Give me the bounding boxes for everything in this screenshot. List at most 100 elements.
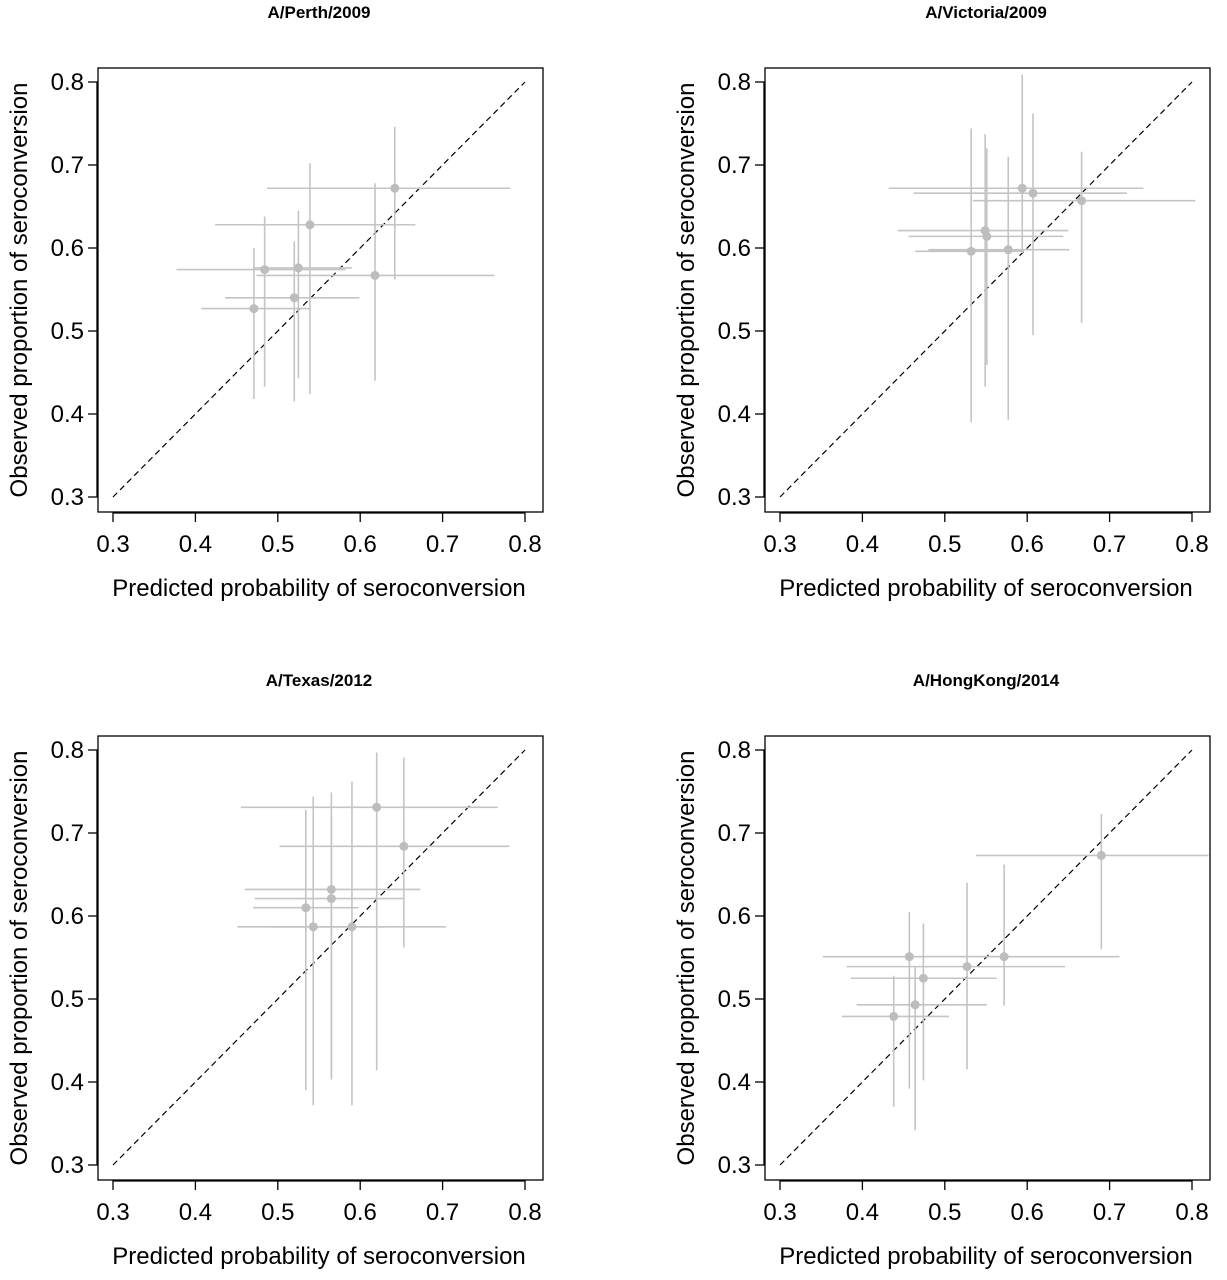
y-tick-label: 0.8	[51, 737, 84, 764]
axis-ticks: 0.3 0.4 0.5 0.6 0.7 0.8 0.3 0.4 0.5 0.6 0.7 0.8	[51, 69, 542, 558]
data-point	[966, 246, 976, 256]
panel-title: A/Perth/2009	[268, 3, 371, 22]
y-tick-label: 0.8	[718, 69, 751, 96]
x-axis-label: Predicted probability of seroconversion	[779, 575, 1193, 602]
data-point	[347, 922, 357, 932]
y-tick-label: 0.4	[51, 1069, 84, 1096]
y-tick-label: 0.5	[51, 318, 84, 345]
x-tick-label: 0.3	[763, 1199, 796, 1226]
y-axis-label: Observed proportion of seroconversion	[6, 83, 33, 498]
y-tick-label: 0.6	[718, 235, 751, 262]
data-point	[1003, 245, 1013, 255]
x-tick-label: 0.6	[1011, 1199, 1044, 1226]
y-tick-label: 0.6	[51, 235, 84, 262]
y-tick-label: 0.3	[51, 484, 84, 511]
x-tick-label: 0.8	[1175, 1199, 1208, 1226]
plot-frame	[764, 735, 1211, 1181]
y-tick-label: 0.8	[51, 69, 84, 96]
data-point	[999, 952, 1009, 962]
identity-line	[779, 81, 1193, 498]
data-point	[904, 952, 914, 962]
y-tick-label: 0.6	[718, 903, 751, 930]
y-tick-label: 0.7	[718, 820, 751, 847]
y-tick-label: 0.5	[718, 986, 751, 1013]
y-tick-label: 0.5	[51, 986, 84, 1013]
x-tick-label: 0.7	[426, 1199, 459, 1226]
data-point	[293, 263, 303, 273]
data-point	[1028, 188, 1038, 198]
y-axis-label: Observed proportion of seroconversion	[6, 751, 33, 1166]
y-tick-label: 0.3	[718, 484, 751, 511]
x-tick-label: 0.3	[96, 1199, 129, 1226]
data-point	[390, 183, 400, 193]
x-tick-label: 0.3	[763, 531, 796, 558]
data-marks	[779, 74, 1196, 498]
x-axis-label: Predicted probability of seroconversion	[112, 575, 526, 602]
y-tick-label: 0.8	[718, 737, 751, 764]
x-tick-label: 0.7	[1093, 531, 1126, 558]
panel-a-texas-2012: A/Texas/2012 0.3 0.4 0.5 0.6 0.7 0.8 0.3 0.4 0.5…	[6, 671, 544, 1270]
data-point	[326, 894, 336, 904]
data-point	[372, 802, 382, 812]
identity-line	[112, 81, 526, 498]
x-tick-label: 0.4	[179, 1199, 212, 1226]
data-marks	[112, 749, 526, 1166]
data-point	[962, 962, 972, 972]
data-point	[910, 1000, 920, 1010]
y-tick-label: 0.5	[718, 318, 751, 345]
x-tick-label: 0.6	[344, 1199, 377, 1226]
axis-ticks: 0.3 0.4 0.5 0.6 0.7 0.8 0.3 0.4 0.5 0.6 0.7 0.8	[51, 737, 542, 1226]
x-tick-label: 0.5	[261, 531, 294, 558]
x-tick-label: 0.4	[846, 1199, 879, 1226]
panel-a-victoria-2009: A/Victoria/2009 0.3 0.4 0.5 0.6 0.7 0.8 0.3 0.4…	[673, 3, 1211, 602]
data-point	[399, 841, 409, 851]
y-tick-label: 0.3	[718, 1152, 751, 1179]
x-tick-label: 0.3	[96, 531, 129, 558]
data-point	[1077, 196, 1087, 206]
data-marks	[779, 749, 1209, 1166]
data-point	[301, 903, 311, 913]
identity-line	[779, 749, 1193, 1166]
panel-title: A/HongKong/2014	[913, 671, 1060, 690]
axis-ticks: 0.3 0.4 0.5 0.6 0.7 0.8 0.3 0.4 0.5 0.6 0.7 0.8	[718, 737, 1209, 1226]
x-tick-label: 0.4	[179, 531, 212, 558]
y-tick-label: 0.7	[51, 152, 84, 179]
y-tick-label: 0.4	[51, 401, 84, 428]
data-point	[982, 231, 992, 241]
data-point	[370, 270, 380, 280]
axis-ticks: 0.3 0.4 0.5 0.6 0.7 0.8 0.3 0.4 0.5 0.6 0.7 0.8	[718, 69, 1209, 558]
x-tick-label: 0.8	[508, 1199, 541, 1226]
x-tick-label: 0.4	[846, 531, 879, 558]
x-tick-label: 0.8	[1175, 531, 1208, 558]
y-tick-label: 0.3	[51, 1152, 84, 1179]
x-tick-label: 0.5	[928, 1199, 961, 1226]
x-tick-label: 0.8	[508, 531, 541, 558]
panel-title: A/Victoria/2009	[925, 3, 1047, 22]
data-point	[326, 884, 336, 894]
plot-frame	[97, 67, 544, 513]
x-axis-label: Predicted probability of seroconversion	[112, 1243, 526, 1270]
panel-a-perth-2009: A/Perth/2009 0.3 0.4 0.5 0.6 0.7 0.8 0.3 0.4 0.5…	[6, 3, 544, 602]
data-point	[260, 265, 270, 275]
panel-a-hongkong-2014: A/HongKong/2014 0.3 0.4 0.5 0.6 0.7 0.8 0.3 0.4…	[673, 671, 1211, 1270]
data-point	[918, 973, 928, 983]
data-point	[249, 304, 259, 314]
y-tick-label: 0.4	[718, 401, 751, 428]
y-axis-label: Observed proportion of seroconversion	[673, 83, 700, 498]
x-tick-label: 0.6	[1011, 531, 1044, 558]
plot-frame	[97, 735, 544, 1181]
data-marks	[112, 81, 526, 498]
x-tick-label: 0.5	[261, 1199, 294, 1226]
x-tick-label: 0.7	[426, 531, 459, 558]
y-tick-label: 0.7	[718, 152, 751, 179]
data-point	[889, 1011, 899, 1021]
data-point	[289, 293, 299, 303]
identity-line	[112, 749, 526, 1166]
y-tick-label: 0.6	[51, 903, 84, 930]
data-point	[305, 220, 315, 230]
data-point	[308, 922, 318, 932]
y-axis-label: Observed proportion of seroconversion	[673, 751, 700, 1166]
x-tick-label: 0.6	[344, 531, 377, 558]
x-tick-label: 0.7	[1093, 1199, 1126, 1226]
